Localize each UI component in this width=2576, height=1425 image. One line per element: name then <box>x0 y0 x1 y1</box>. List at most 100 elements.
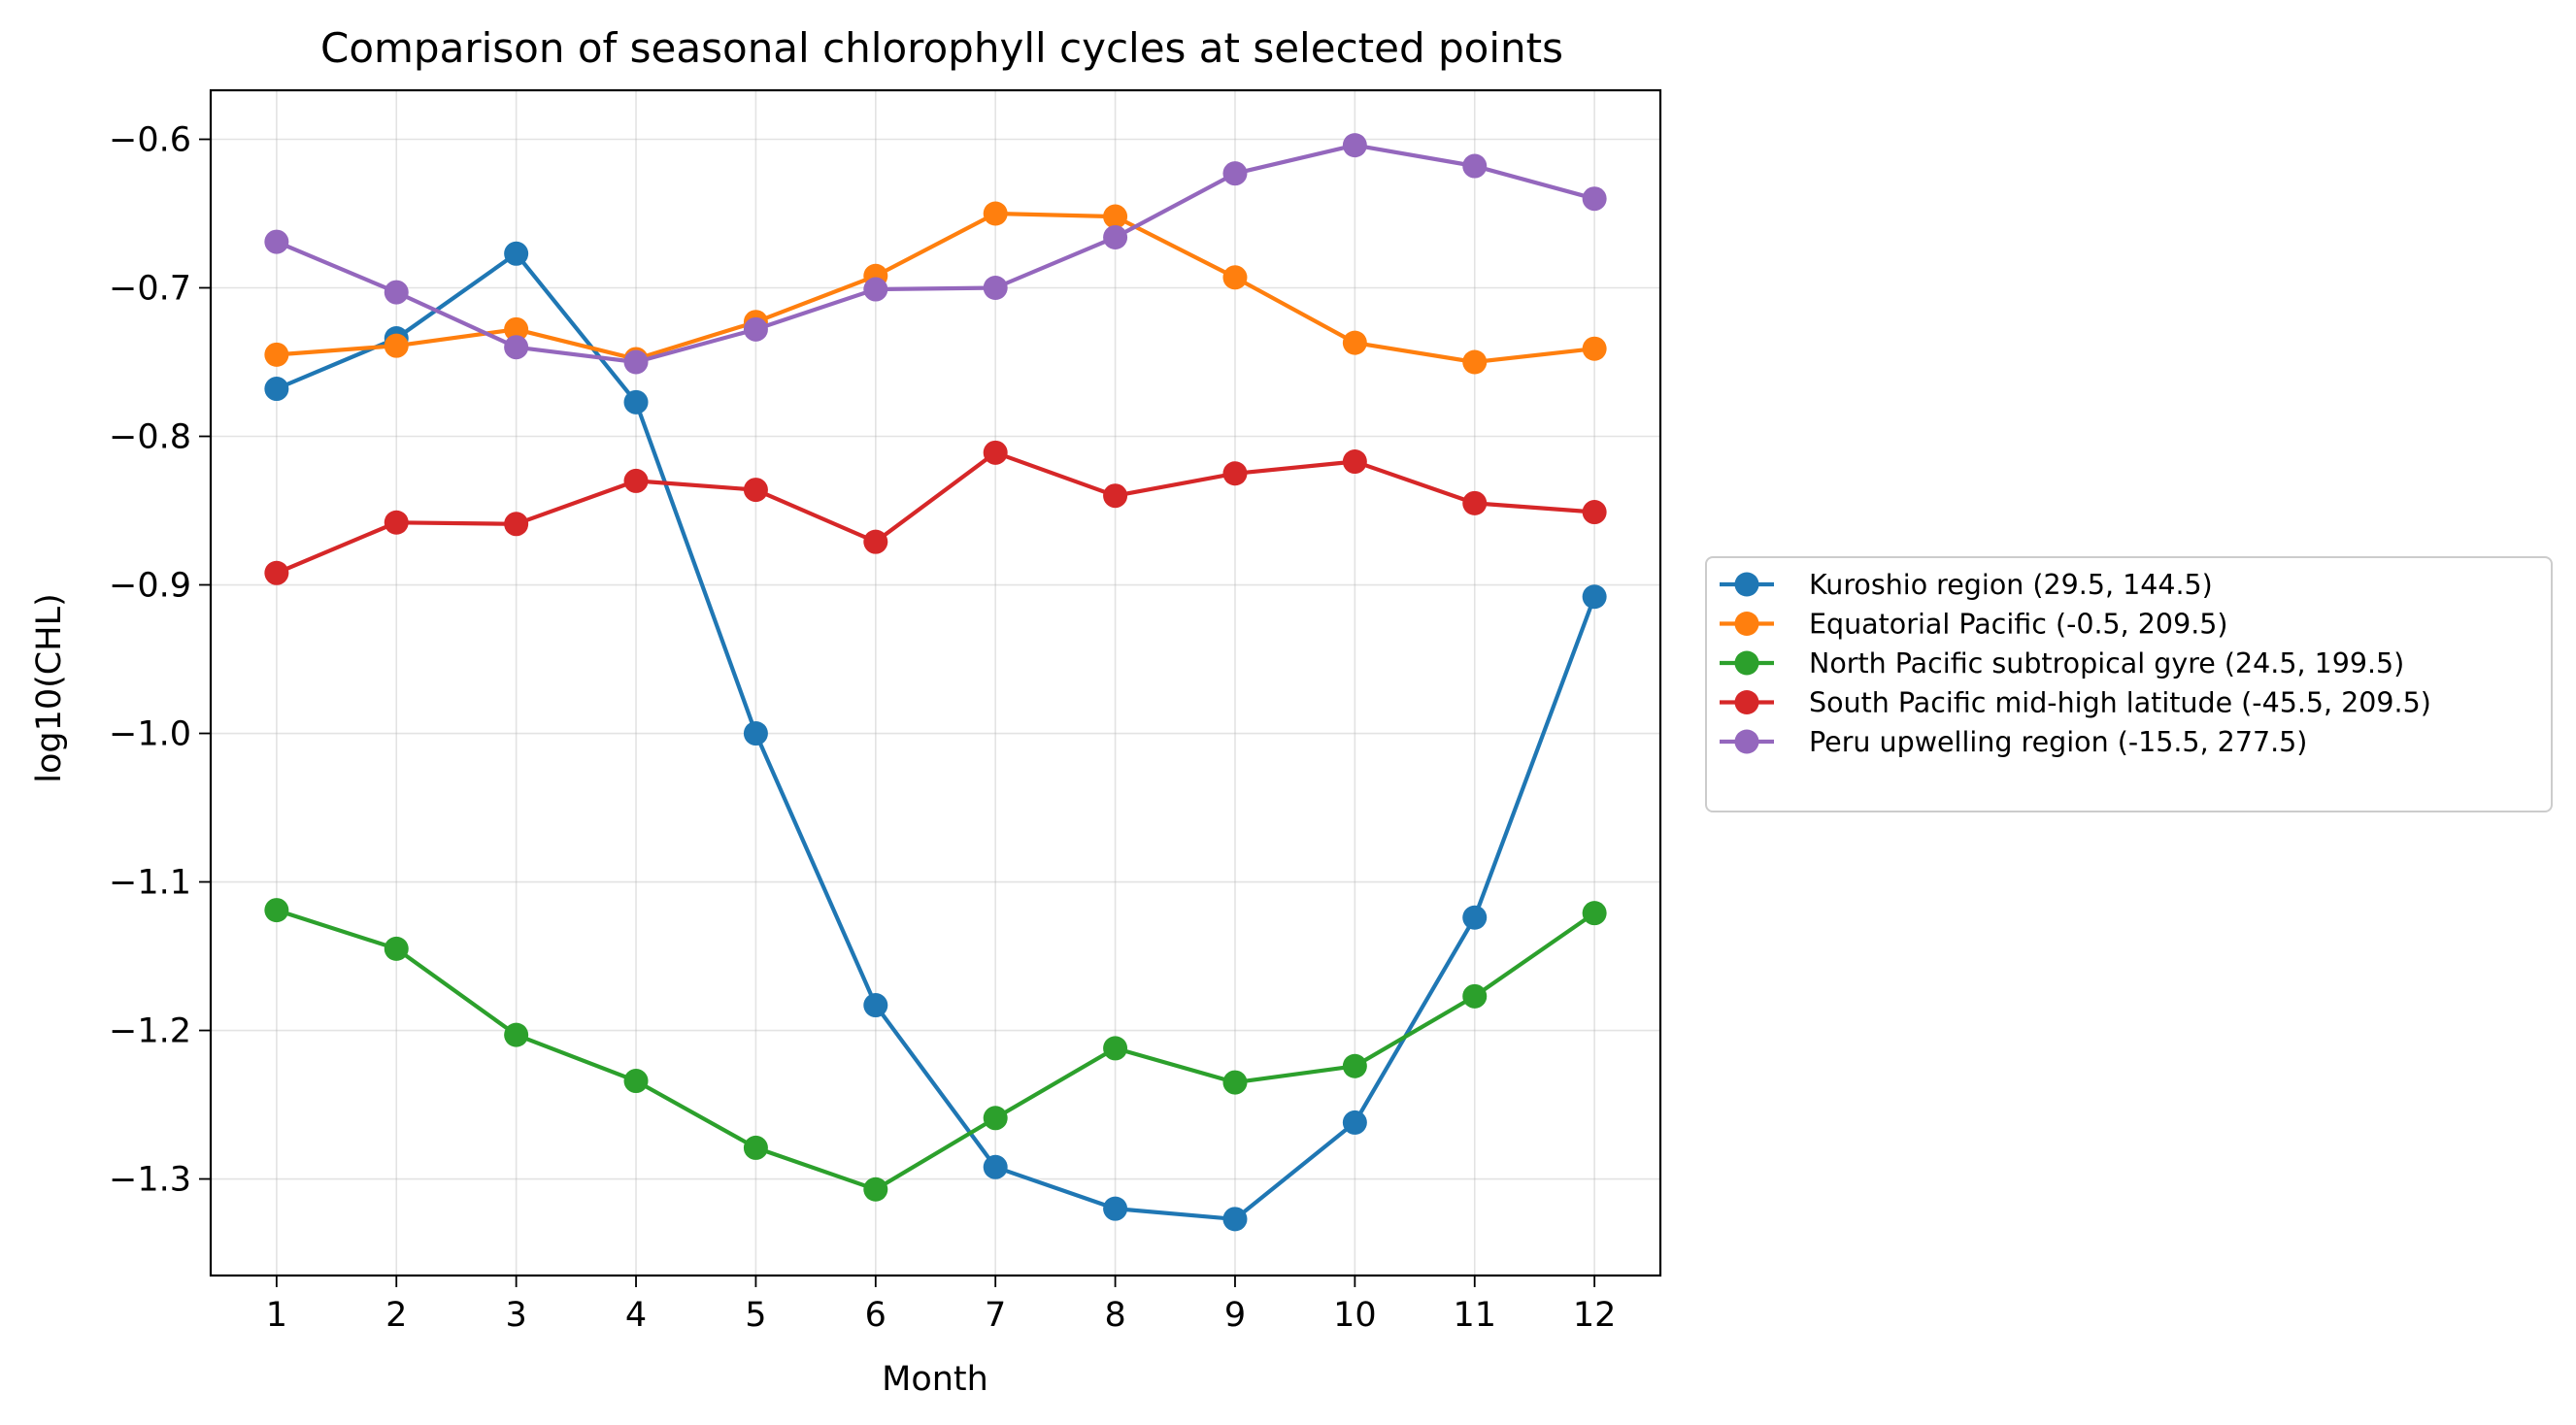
data-point <box>1462 983 1488 1009</box>
data-point <box>1103 483 1128 509</box>
legend-label: Peru upwelling region (-15.5, 277.5) <box>1809 726 2307 758</box>
data-point <box>1103 1196 1128 1221</box>
data-point <box>1342 449 1367 475</box>
data-point <box>863 529 888 554</box>
x-tick-label: 7 <box>985 1296 1006 1335</box>
series-line <box>276 450 1595 576</box>
data-point <box>623 389 649 414</box>
legend-item: Equatorial Pacific (-0.5, 209.5) <box>1720 609 2228 641</box>
data-point <box>1462 905 1488 930</box>
y-tick-label: −0.9 <box>109 567 191 606</box>
y-tick-label: −1.3 <box>109 1161 191 1200</box>
chart-title: Comparison of seasonal chlorophyll cycle… <box>320 24 1563 72</box>
legend-swatch-marker <box>1734 572 1759 597</box>
data-point <box>1222 1070 1248 1095</box>
data-point <box>1582 584 1607 610</box>
data-point <box>983 1154 1008 1179</box>
data-point <box>983 276 1008 300</box>
ticks-layer: 1 2 3 4 5 6 7 8 9 10 11 12−1.3−1.2−1.1−1.0−0.9−0.8−… <box>109 120 1616 1335</box>
series-0 <box>264 241 1607 1232</box>
y-axis-label: log10(CHL) <box>30 593 69 782</box>
x-tick-label: 3 <box>505 1296 526 1335</box>
data-point <box>863 277 888 302</box>
data-point <box>1342 1053 1367 1078</box>
data-point <box>1582 336 1607 361</box>
series-line <box>276 251 1597 1222</box>
legend-label: North Pacific subtropical gyre (24.5, 19… <box>1809 647 2404 679</box>
data-point <box>743 1135 768 1160</box>
data-point <box>983 1106 1008 1131</box>
series-3 <box>264 440 1607 585</box>
x-tick-label: 10 <box>1333 1296 1377 1335</box>
data-point <box>623 349 649 375</box>
x-axis-label: Month <box>882 1360 988 1399</box>
legend-swatch-marker <box>1734 612 1759 636</box>
data-point <box>1582 500 1607 525</box>
legend-item: South Pacific mid-high latitude (-45.5, … <box>1720 687 2431 719</box>
x-tick-label: 11 <box>1453 1296 1496 1335</box>
legend-item: North Pacific subtropical gyre (24.5, 19… <box>1720 647 2404 679</box>
y-tick-label: −1.1 <box>109 864 191 903</box>
data-point <box>504 1022 529 1047</box>
y-tick-label: −0.7 <box>109 270 191 309</box>
data-point <box>1222 265 1248 290</box>
series-line <box>276 908 1596 1192</box>
data-point <box>1462 349 1488 375</box>
data-point <box>264 898 289 923</box>
legend-item: Peru upwelling region (-15.5, 277.5) <box>1720 726 2307 758</box>
x-tick-label: 8 <box>1104 1296 1125 1335</box>
data-point <box>983 440 1008 465</box>
legend-swatch-marker <box>1734 650 1759 676</box>
legend-label: Equatorial Pacific (-0.5, 209.5) <box>1809 609 2228 641</box>
legend: Kuroshio region (29.5, 144.5) Equatorial … <box>1705 556 2553 812</box>
data-point <box>623 468 649 493</box>
series-line <box>276 211 1595 365</box>
legend-swatch-marker <box>1734 729 1759 754</box>
x-tick-label: 4 <box>625 1296 647 1335</box>
data-point <box>1462 490 1488 515</box>
data-point <box>1222 161 1248 186</box>
data-point <box>384 510 409 535</box>
data-point <box>863 1176 888 1202</box>
data-point <box>264 342 289 367</box>
x-tick-label: 2 <box>385 1296 407 1335</box>
legend-label: Kuroshio region (29.5, 144.5) <box>1809 569 2213 601</box>
data-point <box>1222 1207 1248 1232</box>
x-tick-label: 1 <box>266 1296 287 1335</box>
data-point <box>743 721 768 746</box>
data-point <box>743 316 768 342</box>
data-point <box>1462 153 1488 179</box>
data-point <box>983 201 1008 226</box>
data-point <box>1103 224 1128 249</box>
x-tick-label: 9 <box>1224 1296 1246 1335</box>
y-tick-label: −0.6 <box>109 120 191 159</box>
data-point <box>264 229 289 254</box>
legend-swatch-marker <box>1734 690 1759 714</box>
data-point <box>1342 1110 1367 1135</box>
data-point <box>1582 901 1607 926</box>
data-point <box>504 335 529 360</box>
series-2 <box>264 898 1607 1202</box>
legend-label: South Pacific mid-high latitude (-45.5, … <box>1809 687 2431 719</box>
data-point <box>743 478 768 503</box>
data-point <box>504 241 529 266</box>
data-point <box>1342 133 1367 158</box>
data-point <box>1103 1036 1128 1061</box>
data-point <box>623 1069 649 1094</box>
series-layer <box>264 133 1607 1232</box>
data-point <box>1582 186 1607 212</box>
y-tick-label: −1.0 <box>109 715 191 754</box>
data-point <box>384 333 409 358</box>
y-tick-label: −0.8 <box>109 418 191 457</box>
series-line <box>276 143 1595 365</box>
data-point <box>1342 330 1367 355</box>
plot-frame <box>209 88 1662 1277</box>
x-tick-label: 5 <box>745 1296 766 1335</box>
data-point <box>1103 204 1128 229</box>
data-point <box>264 560 289 585</box>
legend-box <box>1705 556 2553 812</box>
data-point <box>384 936 409 961</box>
x-tick-label: 12 <box>1573 1296 1617 1335</box>
data-point <box>504 316 529 342</box>
